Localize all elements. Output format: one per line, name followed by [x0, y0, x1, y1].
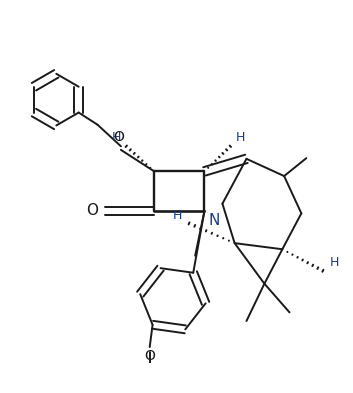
Text: H: H	[329, 256, 339, 269]
Text: O: O	[114, 130, 125, 145]
Text: H: H	[173, 209, 183, 222]
Text: O: O	[144, 349, 155, 363]
Text: H: H	[112, 132, 121, 145]
Text: N: N	[209, 213, 220, 228]
Text: H: H	[236, 132, 245, 145]
Text: O: O	[86, 203, 98, 219]
